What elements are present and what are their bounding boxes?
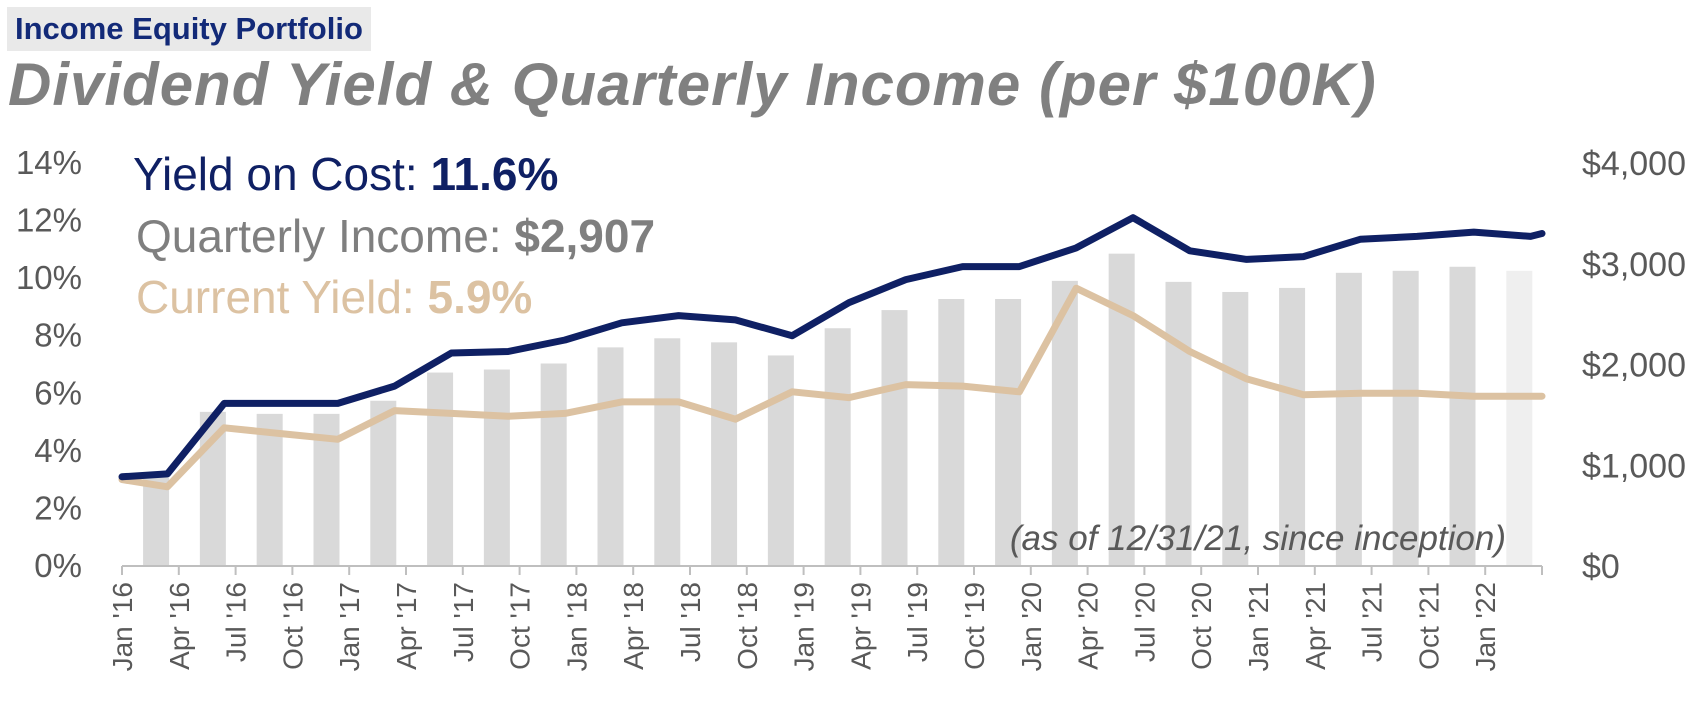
yield-on-cost-line <box>118 214 1546 481</box>
y-left-tick-label: 8% <box>34 317 82 354</box>
x-tick-label: Apr '19 <box>845 582 876 670</box>
y-left-tick-label: 12% <box>16 202 82 239</box>
x-tick-label: Oct '20 <box>1186 582 1217 670</box>
income-bar <box>654 338 681 566</box>
x-tick-label: Jan '17 <box>334 582 365 671</box>
y-right-tick-label: $0 <box>1582 548 1620 586</box>
x-tick-label: Jul '21 <box>1357 582 1388 662</box>
axes: Jan '16 Apr '16 Jul '16 Oct '16 Jan '17 Apr '… <box>16 144 1686 671</box>
income-bar <box>1392 270 1419 566</box>
income-bar <box>597 347 624 566</box>
x-tick-label: Apr '17 <box>391 582 422 670</box>
income-bar <box>767 355 794 566</box>
income-bar <box>995 299 1022 566</box>
y-right-tick-label: $2,000 <box>1582 347 1686 385</box>
x-tick-label: Oct '16 <box>277 582 308 670</box>
x-tick-label: Jan '18 <box>561 582 592 671</box>
y-left-tick-label: 6% <box>34 374 82 411</box>
yield-lines <box>118 214 1546 491</box>
income-bar <box>711 342 738 566</box>
income-bar <box>370 400 397 566</box>
income-bar <box>1279 287 1306 566</box>
income-bar <box>1506 270 1533 566</box>
x-tick-label: Jul '16 <box>221 582 252 662</box>
x-tick-label: Oct '18 <box>732 582 763 670</box>
income-bar <box>1165 281 1192 566</box>
current-yield-line <box>118 284 1546 491</box>
x-tick-label: Jul '17 <box>448 582 479 662</box>
y-right-tick-label: $1,000 <box>1582 447 1686 485</box>
y-left-tick-label: 10% <box>16 259 82 296</box>
income-bar <box>824 328 851 566</box>
income-bar <box>1222 291 1249 566</box>
x-tick-label: Jan '22 <box>1470 582 1501 671</box>
x-tick-label: Apr '21 <box>1300 582 1331 670</box>
x-tick-label: Jul '19 <box>902 582 933 662</box>
y-right-tick-label: $3,000 <box>1582 246 1686 284</box>
income-bar <box>143 477 170 566</box>
quarterly-income-label: Quarterly Income: <box>136 210 514 262</box>
x-tick-label: Jan '20 <box>1016 582 1047 671</box>
x-tick-label: Jul '18 <box>675 582 706 662</box>
current-yield-annotation: Current Yield: 5.9% <box>136 271 532 323</box>
y-left-tick-label: 0% <box>34 547 82 584</box>
y-left-tick-label: 2% <box>34 489 82 526</box>
y-left-tick-label: 14% <box>16 144 82 181</box>
x-tick-label: Oct '19 <box>959 582 990 670</box>
as-of-note: (as of 12/31/21, since inception) <box>1010 519 1506 558</box>
income-bar <box>540 363 567 566</box>
quarterly-income-value: $2,907 <box>514 210 655 262</box>
chart-title: Dividend Yield & Quarterly Income (per $… <box>8 51 1377 118</box>
income-bar <box>256 413 283 566</box>
current-yield-value: 5.9% <box>427 271 532 323</box>
current-yield-label: Current Yield: <box>136 271 427 323</box>
quarterly-income-annotation: Quarterly Income: $2,907 <box>136 210 655 262</box>
yield-on-cost-annotation: Yield on Cost: 11.6% <box>133 148 558 200</box>
portfolio-tag: Income Equity Portfolio <box>7 7 371 51</box>
income-bar <box>1335 272 1362 566</box>
income-bar <box>483 369 510 566</box>
x-tick-label: Apr '18 <box>618 582 649 670</box>
x-tick-label: Jan '16 <box>107 582 138 671</box>
x-tick-label: Jan '21 <box>1243 582 1274 671</box>
yield-on-cost-value: 11.6% <box>430 148 558 200</box>
y-right-tick-label: $4,000 <box>1582 145 1686 183</box>
yield-on-cost-label: Yield on Cost: <box>133 148 430 200</box>
x-tick-label: Oct '17 <box>505 582 536 670</box>
income-bar <box>1449 266 1476 566</box>
income-bar <box>427 372 454 566</box>
x-tick-label: Jan '19 <box>789 582 820 671</box>
income-bar <box>881 310 908 566</box>
y-left-tick-label: 4% <box>34 432 82 469</box>
x-tick-label: Jul '20 <box>1129 582 1160 662</box>
x-tick-label: Oct '21 <box>1413 582 1444 670</box>
income-bar <box>938 299 965 566</box>
x-tick-label: Apr '20 <box>1073 582 1104 670</box>
x-tick-label: Apr '16 <box>164 582 195 670</box>
